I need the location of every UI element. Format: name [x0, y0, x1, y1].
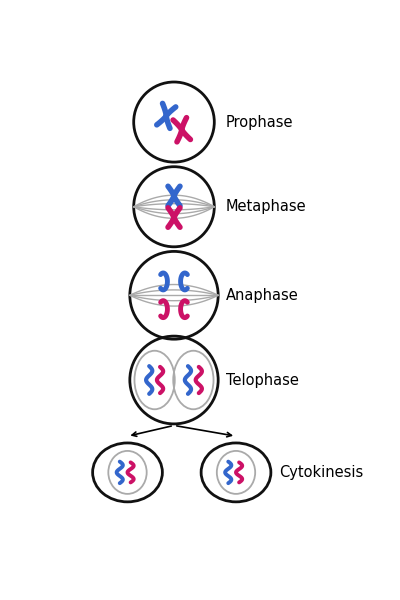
- Text: Telophase: Telophase: [226, 373, 299, 388]
- Text: Prophase: Prophase: [226, 115, 294, 130]
- Text: Anaphase: Anaphase: [226, 288, 299, 303]
- Text: Metaphase: Metaphase: [226, 199, 306, 214]
- Text: Cytokinesis: Cytokinesis: [279, 465, 363, 480]
